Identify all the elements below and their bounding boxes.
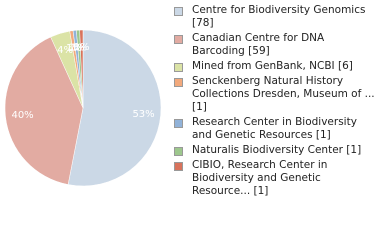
slice-label: 4% xyxy=(57,45,73,56)
legend-item: CIBIO, Research Center in Biodiversity a… xyxy=(172,159,377,198)
pie-slice xyxy=(67,29,162,187)
pie-slice xyxy=(4,36,84,185)
slice-label: 40% xyxy=(11,110,33,121)
slice-label: 53% xyxy=(132,109,154,120)
legend-label: Centre for Biodiversity Genomics [78] xyxy=(192,4,366,29)
legend-swatch xyxy=(174,78,183,87)
pie-chart: 53%40%4%1%1%1%1% xyxy=(4,29,162,187)
legend-swatch xyxy=(174,147,183,156)
legend-label: Mined from GenBank, NCBI [6] xyxy=(192,60,353,72)
legend: Centre for Biodiversity Genomics [78] Can… xyxy=(172,4,377,200)
legend-label: Naturalis Biodiversity Center [1] xyxy=(192,144,362,156)
slice-label: 1% xyxy=(66,43,82,54)
legend-swatch xyxy=(174,119,183,128)
legend-swatch xyxy=(174,7,183,16)
legend-item: Research Center in Biodiversity and Gene… xyxy=(172,116,377,142)
legend-swatch xyxy=(174,35,183,44)
legend-label: Research Center in Biodiversity and Gene… xyxy=(192,116,357,141)
legend-item: Canadian Centre for DNA Barcoding [59] xyxy=(172,32,377,58)
legend-swatch xyxy=(174,162,183,171)
legend-label: CIBIO, Research Center in Biodiversity a… xyxy=(192,159,328,197)
legend-item: Senckenberg Natural History Collections … xyxy=(172,75,377,114)
legend-swatch xyxy=(174,63,183,72)
legend-item: Centre for Biodiversity Genomics [78] xyxy=(172,4,377,30)
legend-label: Canadian Centre for DNA Barcoding [59] xyxy=(192,32,325,57)
slice-label: 1% xyxy=(74,42,90,53)
pie-slice xyxy=(79,29,84,109)
legend-item: Naturalis Biodiversity Center [1] xyxy=(172,144,377,157)
legend-label: Senckenberg Natural History Collections … xyxy=(192,75,375,113)
slice-label: 1% xyxy=(71,42,87,53)
slice-label: 1% xyxy=(69,43,85,54)
legend-item: Mined from GenBank, NCBI [6] xyxy=(172,60,377,73)
